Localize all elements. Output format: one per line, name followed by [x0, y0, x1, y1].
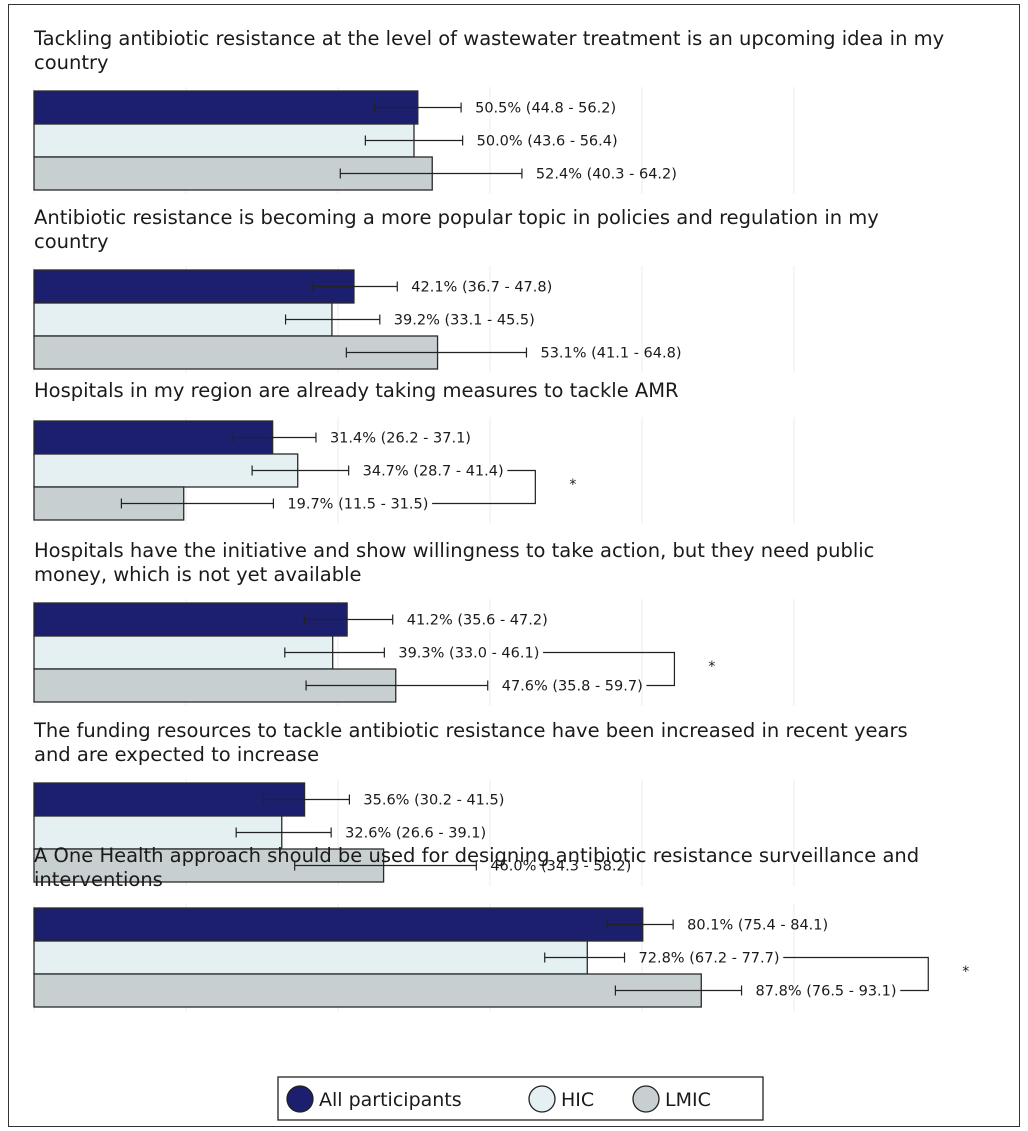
bar — [33, 269, 355, 304]
value-label: 41.2% (35.6 - 47.2) — [407, 613, 548, 629]
bar — [33, 486, 185, 521]
value-label: 53.1% (41.1 - 64.8) — [540, 346, 681, 362]
legend-label: HIC — [561, 1089, 594, 1111]
question-title: country — [34, 230, 109, 253]
value-label: 31.4% (26.2 - 37.1) — [330, 431, 471, 447]
bar — [33, 602, 348, 637]
value-label: 42.1% (36.7 - 47.8) — [411, 280, 552, 296]
value-label: 19.7% (11.5 - 31.5) — [287, 497, 428, 513]
bar — [33, 907, 644, 942]
value-label: 35.6% (30.2 - 41.5) — [363, 793, 504, 809]
bar — [33, 302, 333, 337]
value-label: 52.4% (40.3 - 64.2) — [536, 167, 677, 183]
bar — [33, 782, 306, 817]
value-label: 46.0% (34.3 - 58.2) — [490, 859, 631, 875]
value-label: 72.8% (67.2 - 77.7) — [639, 951, 780, 967]
question-title: A One Health approach should be used for… — [34, 844, 919, 867]
value-label: 34.7% (28.7 - 41.4) — [363, 464, 504, 480]
value-label: 87.8% (76.5 - 93.1) — [756, 984, 897, 1000]
legend-swatch — [632, 1085, 660, 1113]
value-label: 47.6% (35.8 - 59.7) — [502, 679, 643, 695]
question-title: Hospitals have the initiative and show w… — [34, 539, 874, 562]
value-label: 39.3% (33.0 - 46.1) — [398, 646, 539, 662]
question-title: interventions — [34, 868, 163, 891]
significance-bracket — [543, 651, 676, 687]
value-label: 39.2% (33.1 - 45.5) — [394, 313, 535, 329]
legend-box — [277, 1076, 764, 1121]
question-title: Tackling antibiotic resistance at the le… — [33, 27, 944, 50]
legend-label: LMIC — [665, 1089, 711, 1111]
legend-swatch — [286, 1085, 314, 1113]
question-title: and are expected to increase — [34, 743, 319, 766]
significance-marker: * — [708, 659, 715, 675]
bar — [33, 973, 702, 1008]
legend-label: All participants — [319, 1089, 462, 1111]
value-label: 50.5% (44.8 - 56.2) — [475, 101, 616, 117]
bar — [33, 90, 419, 125]
question-title: Antibiotic resistance is becoming a more… — [34, 206, 879, 229]
question-title: Hospitals in my region are already takin… — [34, 379, 679, 402]
question-title: money, which is not yet available — [34, 563, 362, 586]
significance-bracket — [783, 956, 929, 992]
legend-swatch — [528, 1085, 556, 1113]
bar — [33, 940, 588, 975]
question-title: country — [34, 51, 109, 74]
significance-marker: * — [569, 477, 576, 493]
significance-marker: * — [962, 964, 969, 980]
value-label: 32.6% (26.6 - 39.1) — [345, 826, 486, 842]
question-title: The funding resources to tackle antibiot… — [33, 719, 908, 742]
value-label: 50.0% (43.6 - 56.4) — [477, 134, 618, 150]
value-label: 80.1% (75.4 - 84.1) — [687, 918, 828, 934]
significance-bracket — [432, 469, 536, 505]
bar — [33, 123, 415, 158]
